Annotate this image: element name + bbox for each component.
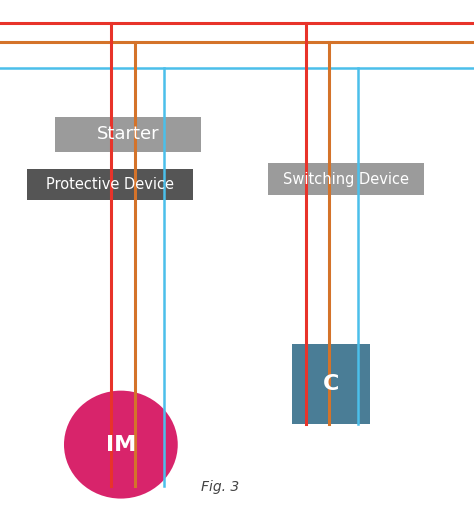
Text: Switching Device: Switching Device	[283, 172, 409, 187]
Text: Fig. 3: Fig. 3	[201, 480, 239, 494]
FancyBboxPatch shape	[55, 117, 201, 152]
Text: IM: IM	[106, 435, 136, 454]
FancyBboxPatch shape	[268, 163, 424, 195]
Text: Protective Device: Protective Device	[46, 177, 174, 192]
FancyBboxPatch shape	[27, 169, 193, 200]
Text: C: C	[322, 374, 339, 394]
Text: Starter: Starter	[97, 125, 159, 143]
Ellipse shape	[64, 391, 178, 499]
FancyBboxPatch shape	[292, 344, 370, 424]
